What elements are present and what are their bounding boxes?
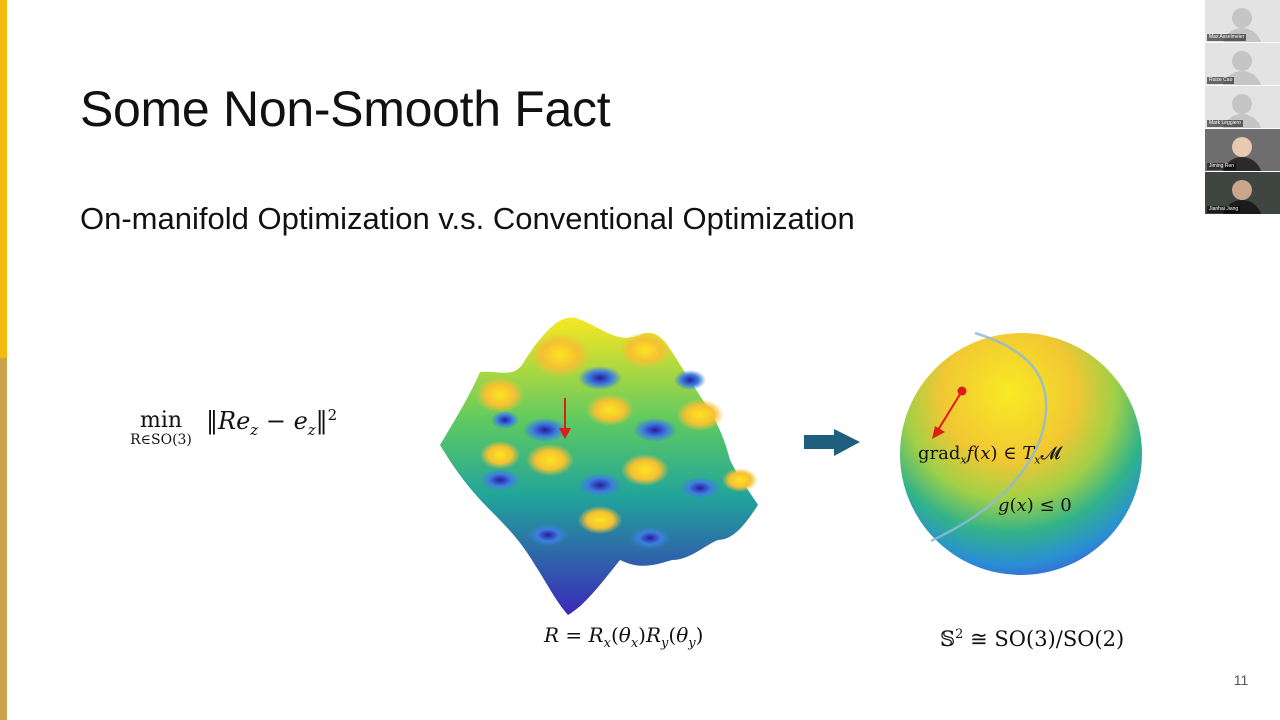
avatar-placeholder-icon	[1232, 51, 1252, 71]
wavy-surface-plot	[440, 317, 758, 615]
right-arrow-icon	[804, 429, 860, 456]
participant-name: Jianhai Jiang	[1207, 206, 1241, 213]
constraint-label: g(x) ≤ 0	[998, 495, 1072, 516]
avatar-placeholder-icon	[1232, 94, 1252, 114]
avatar-placeholder-icon	[1232, 8, 1252, 28]
participant-name: Jiming Ren	[1207, 163, 1237, 170]
participant-name: Max Asselmeier	[1207, 34, 1247, 41]
surface-body	[440, 317, 758, 615]
descent-arrow-icon	[559, 398, 571, 439]
slide-title: Some Non-Smooth Fact	[80, 81, 611, 137]
gradient-label: gradxf(x) ∈ Tx𝓜	[918, 443, 1061, 467]
participant-tile[interactable]: Max Asselmeier	[1205, 0, 1280, 43]
constraint-curve	[930, 331, 1048, 543]
participant-tile[interactable]: Ruize Cao	[1205, 43, 1280, 86]
video-head-icon	[1232, 137, 1252, 157]
participant-tile[interactable]: Jianhai Jiang	[1205, 172, 1280, 215]
video-head-icon	[1232, 180, 1252, 200]
accent-bar-bottom	[0, 358, 7, 720]
sphere-manifold	[900, 331, 1142, 575]
rotation-parameterization: R = Rx(θx)Ry(θy)	[544, 623, 704, 651]
participant-name: Mark Leggiero	[1207, 120, 1243, 127]
accent-bar-top	[0, 0, 7, 358]
objective-formula: min R∈SO(3) ‖Rez − ez‖2	[120, 402, 370, 462]
norm-expression: ‖Rez − ez‖2	[206, 406, 338, 439]
participant-tile[interactable]: Jiming Ren	[1205, 129, 1280, 172]
min-operator: min R∈SO(3)	[120, 408, 202, 449]
participant-tile[interactable]: Mark Leggiero	[1205, 86, 1280, 129]
video-participants-strip: Max Asselmeier Ruize Cao Mark Leggiero J…	[1205, 0, 1280, 215]
participant-name: Ruize Cao	[1207, 77, 1235, 84]
min-word: min	[139, 408, 183, 433]
gradient-arrow-icon	[932, 426, 945, 439]
sphere-isomorphism: 𝕊2 ≅ SO(3)/SO(2)	[940, 627, 1125, 651]
min-subscript: R∈SO(3)	[130, 432, 192, 448]
page-number: 11	[1233, 672, 1249, 688]
slide-subtitle: On-manifold Optimization v.s. Convention…	[80, 201, 855, 236]
